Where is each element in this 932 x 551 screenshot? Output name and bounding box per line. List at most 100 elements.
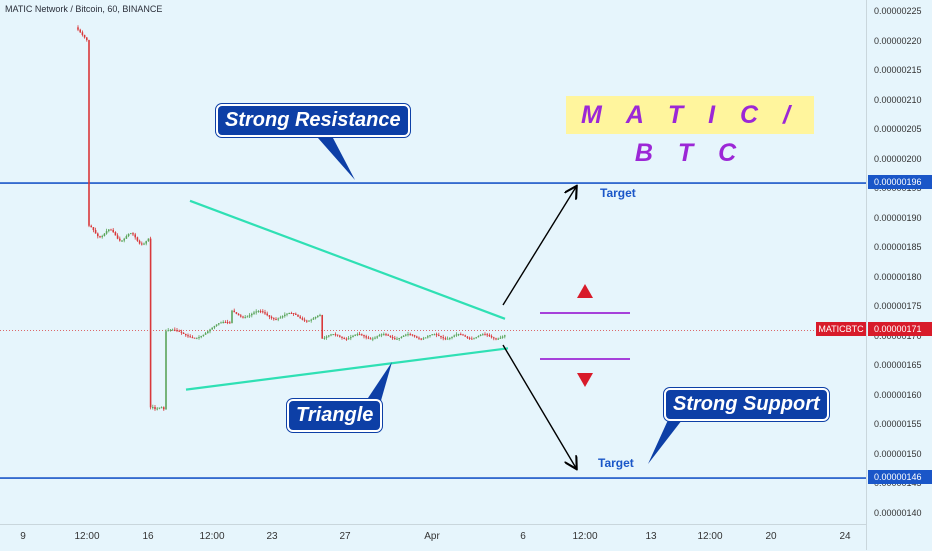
candle-body (473, 338, 475, 340)
candle-body (385, 334, 387, 336)
target-down-label: Target (598, 456, 634, 470)
triangle-callout-pointer (364, 362, 392, 404)
candle-body (222, 322, 224, 324)
candle-body (451, 336, 453, 338)
candle-body (138, 240, 141, 244)
candle-body (255, 311, 257, 313)
candle-body (396, 338, 398, 340)
candle-body (429, 335, 431, 337)
resistance-price-tag: 0.00000196 (868, 175, 932, 189)
candle-body (237, 313, 240, 316)
strong-support-callout: Strong Support (664, 388, 829, 421)
candle-body (453, 335, 455, 337)
candle-body (209, 329, 211, 332)
candle-body (330, 334, 332, 336)
candle-body (416, 336, 418, 338)
triangle-lower-line (185, 347, 509, 391)
candle-body (145, 241, 147, 244)
candle-body (196, 337, 198, 339)
candle-body (365, 336, 367, 338)
candle-body (79, 29, 81, 33)
candle-body (152, 407, 154, 409)
candle-body (398, 338, 400, 340)
support-callout-pointer (648, 420, 682, 464)
candle-body (341, 336, 343, 338)
x-tick-label: 9 (20, 531, 26, 542)
target-up-label: Target (600, 186, 636, 200)
candle-body (493, 337, 495, 339)
y-axis[interactable] (866, 0, 932, 550)
candle-body (303, 319, 306, 321)
candle-body (394, 338, 396, 340)
candle-body (464, 335, 466, 337)
candle-body (460, 334, 462, 336)
candle-body (482, 334, 484, 336)
arrow-up (502, 187, 576, 306)
candle-body (266, 313, 268, 316)
candle-body (88, 40, 90, 226)
candle-body (321, 314, 323, 339)
candle-body (361, 334, 363, 336)
candle-body (290, 312, 293, 314)
candle-body (202, 334, 205, 337)
candle-body (218, 323, 220, 325)
candle-body (427, 336, 429, 338)
candle-body (130, 233, 132, 235)
candle-body (433, 334, 436, 336)
candle-body (248, 315, 251, 317)
candle-body (490, 336, 493, 338)
candle-body (182, 332, 185, 334)
candle-body (352, 335, 354, 338)
candle-body (259, 311, 262, 313)
candle-body (501, 336, 504, 338)
x-tick-label: 23 (266, 531, 278, 542)
candle-body (112, 229, 114, 233)
candle-body (418, 337, 420, 339)
y-tick-label: 0.00000175 (874, 301, 922, 311)
candle-body (477, 335, 480, 338)
candle-body (484, 334, 486, 336)
candle-body (169, 329, 172, 331)
candle-body (400, 336, 403, 339)
candle-body (372, 338, 374, 340)
x-tick-label: 20 (765, 531, 777, 542)
candle-body (198, 337, 200, 339)
x-axis[interactable] (0, 524, 866, 551)
candle-body (273, 318, 275, 320)
candle-body (191, 337, 194, 339)
resistance-callout-pointer (318, 138, 355, 180)
candle-body (189, 336, 191, 338)
y-tick-label: 0.00000150 (874, 448, 922, 459)
candle-body (284, 314, 286, 317)
candle-body (83, 34, 86, 38)
y-tick-label: 0.00000200 (874, 153, 922, 164)
candle-body (310, 319, 312, 321)
candle-body (94, 230, 97, 234)
candle-body (495, 338, 497, 340)
candle-body (334, 334, 337, 336)
candle-body (312, 318, 315, 320)
arrow-down (502, 344, 576, 468)
candle-body (229, 322, 231, 324)
candle-body (262, 311, 264, 313)
candle-body (242, 316, 244, 318)
candle-body (180, 331, 183, 333)
candle-body (156, 408, 158, 410)
candle-body (440, 335, 442, 338)
candle-body (347, 338, 350, 340)
candle-body (257, 311, 260, 313)
last-price-tag: 0.00000171 (868, 322, 932, 336)
candle-body (264, 312, 266, 314)
y-tick-label: 0.00000190 (874, 212, 922, 223)
candle-body (103, 233, 106, 237)
candle-body (319, 314, 321, 316)
candle-body (226, 322, 229, 324)
candle-body (187, 335, 189, 337)
candle-body (143, 243, 145, 245)
candle-body (125, 236, 128, 239)
candle-body (204, 333, 207, 335)
y-tick-label: 0.00000210 (874, 94, 922, 105)
candle-body (158, 407, 161, 409)
candle-body (90, 225, 92, 228)
